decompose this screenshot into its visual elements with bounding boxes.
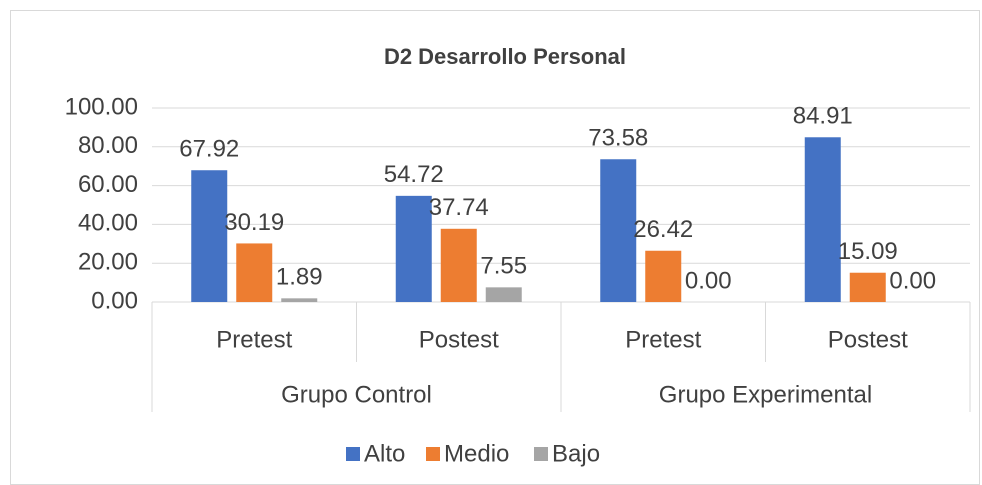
bar	[236, 243, 273, 302]
bar	[281, 298, 318, 302]
bar	[804, 137, 841, 302]
data-label: 54.72	[384, 161, 444, 188]
legend-swatch	[426, 447, 440, 461]
bar	[485, 287, 522, 302]
data-label: 15.09	[838, 238, 898, 265]
group-label: Grupo Experimental	[659, 381, 872, 408]
bar	[600, 159, 637, 302]
legend-label: Medio	[444, 440, 509, 467]
legend-swatch	[346, 447, 360, 461]
data-label: 0.00	[889, 267, 936, 294]
bar	[191, 170, 228, 302]
data-label: 26.42	[633, 216, 693, 243]
x-tick-label: Postest	[828, 326, 908, 353]
data-label: 30.19	[224, 209, 284, 236]
y-tick-label: 60.00	[78, 171, 138, 198]
y-tick-label: 20.00	[78, 249, 138, 276]
data-label: 7.55	[480, 253, 527, 280]
data-label: 73.58	[588, 125, 648, 152]
bar	[440, 228, 477, 302]
y-tick-label: 80.00	[78, 132, 138, 159]
bar	[849, 272, 886, 302]
data-label: 67.92	[179, 136, 239, 163]
x-tick-label: Pretest	[625, 326, 701, 353]
legend-label: Bajo	[552, 440, 600, 467]
data-label: 37.74	[429, 194, 489, 221]
bar	[395, 195, 432, 302]
group-label: Grupo Control	[281, 381, 432, 408]
y-tick-label: 100.00	[65, 93, 138, 120]
data-label: 1.89	[276, 264, 323, 291]
x-tick-label: Pretest	[216, 326, 292, 353]
y-tick-label: 0.00	[91, 287, 138, 314]
y-tick-label: 40.00	[78, 210, 138, 237]
data-label: 84.91	[793, 103, 853, 130]
x-tick-label: Postest	[419, 326, 499, 353]
legend-label: Alto	[364, 440, 405, 467]
bar	[645, 250, 682, 302]
data-label: 0.00	[685, 267, 732, 294]
chart-title: D2 Desarrollo Personal	[384, 44, 626, 69]
legend-swatch	[534, 447, 548, 461]
